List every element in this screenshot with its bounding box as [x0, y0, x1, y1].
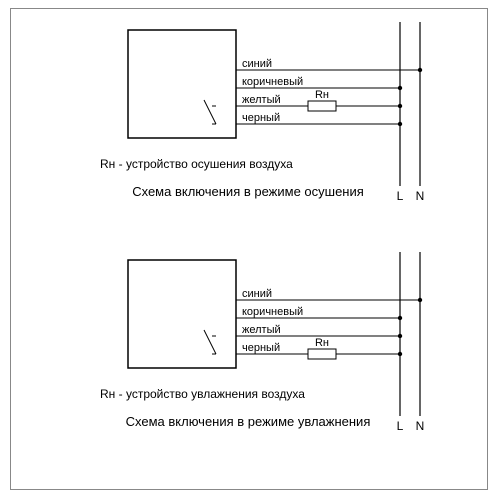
outer-frame: [10, 8, 488, 490]
